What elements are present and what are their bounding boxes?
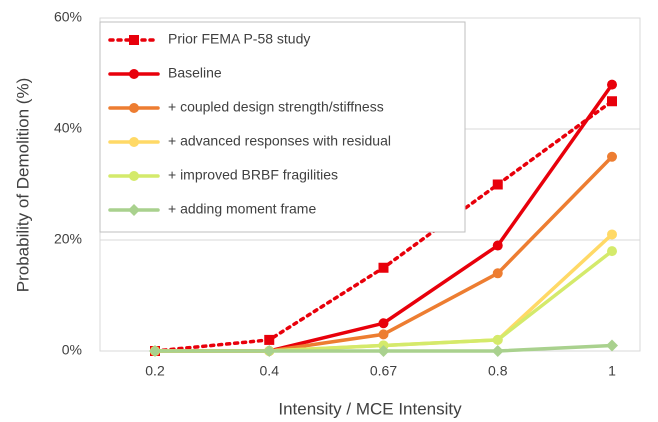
data-point bbox=[492, 179, 503, 190]
data-point bbox=[607, 96, 617, 107]
legend-label: + improved BRBF fragilities bbox=[168, 167, 338, 183]
data-point bbox=[491, 345, 504, 357]
legend-marker bbox=[129, 69, 139, 79]
data-point bbox=[264, 334, 275, 345]
x-axis-title: Intensity / MCE Intensity bbox=[278, 399, 462, 418]
data-point bbox=[492, 268, 503, 279]
legend-marker bbox=[129, 137, 139, 147]
data-point bbox=[607, 246, 617, 257]
data-point bbox=[378, 329, 389, 340]
x-tick-label: 0.4 bbox=[260, 363, 280, 379]
legend-label: Baseline bbox=[168, 65, 222, 81]
data-point bbox=[492, 240, 503, 251]
legend-marker bbox=[129, 35, 139, 45]
legend-marker bbox=[128, 204, 140, 216]
legend-marker bbox=[129, 171, 139, 181]
legend-label: + advanced responses with residual bbox=[168, 133, 391, 149]
data-point bbox=[606, 339, 618, 352]
y-axis-title: Probability of Demolition (%) bbox=[13, 78, 32, 292]
legend-marker bbox=[129, 103, 139, 113]
y-tick-label: 20% bbox=[54, 231, 82, 247]
x-tick-label: 0.8 bbox=[488, 363, 508, 379]
y-tick-label: 0% bbox=[62, 342, 82, 358]
data-point bbox=[492, 334, 503, 345]
data-point bbox=[378, 318, 389, 329]
legend-box bbox=[99, 21, 466, 233]
y-tick-label: 60% bbox=[54, 9, 82, 25]
legend-label: Prior FEMA P-58 study bbox=[168, 31, 310, 47]
data-point bbox=[377, 345, 390, 357]
x-tick-label: 1 bbox=[608, 363, 616, 379]
data-point bbox=[607, 151, 617, 162]
x-tick-label: 0.67 bbox=[370, 363, 397, 379]
data-point bbox=[378, 262, 389, 273]
y-tick-label: 40% bbox=[54, 120, 82, 136]
data-point bbox=[607, 229, 617, 240]
x-tick-label: 0.2 bbox=[145, 363, 165, 379]
data-point bbox=[607, 79, 617, 90]
legend-label: + adding moment frame bbox=[168, 201, 316, 217]
data-point bbox=[149, 345, 161, 357]
data-point bbox=[263, 345, 276, 357]
legend-label: + coupled design strength/stiffness bbox=[168, 99, 384, 115]
